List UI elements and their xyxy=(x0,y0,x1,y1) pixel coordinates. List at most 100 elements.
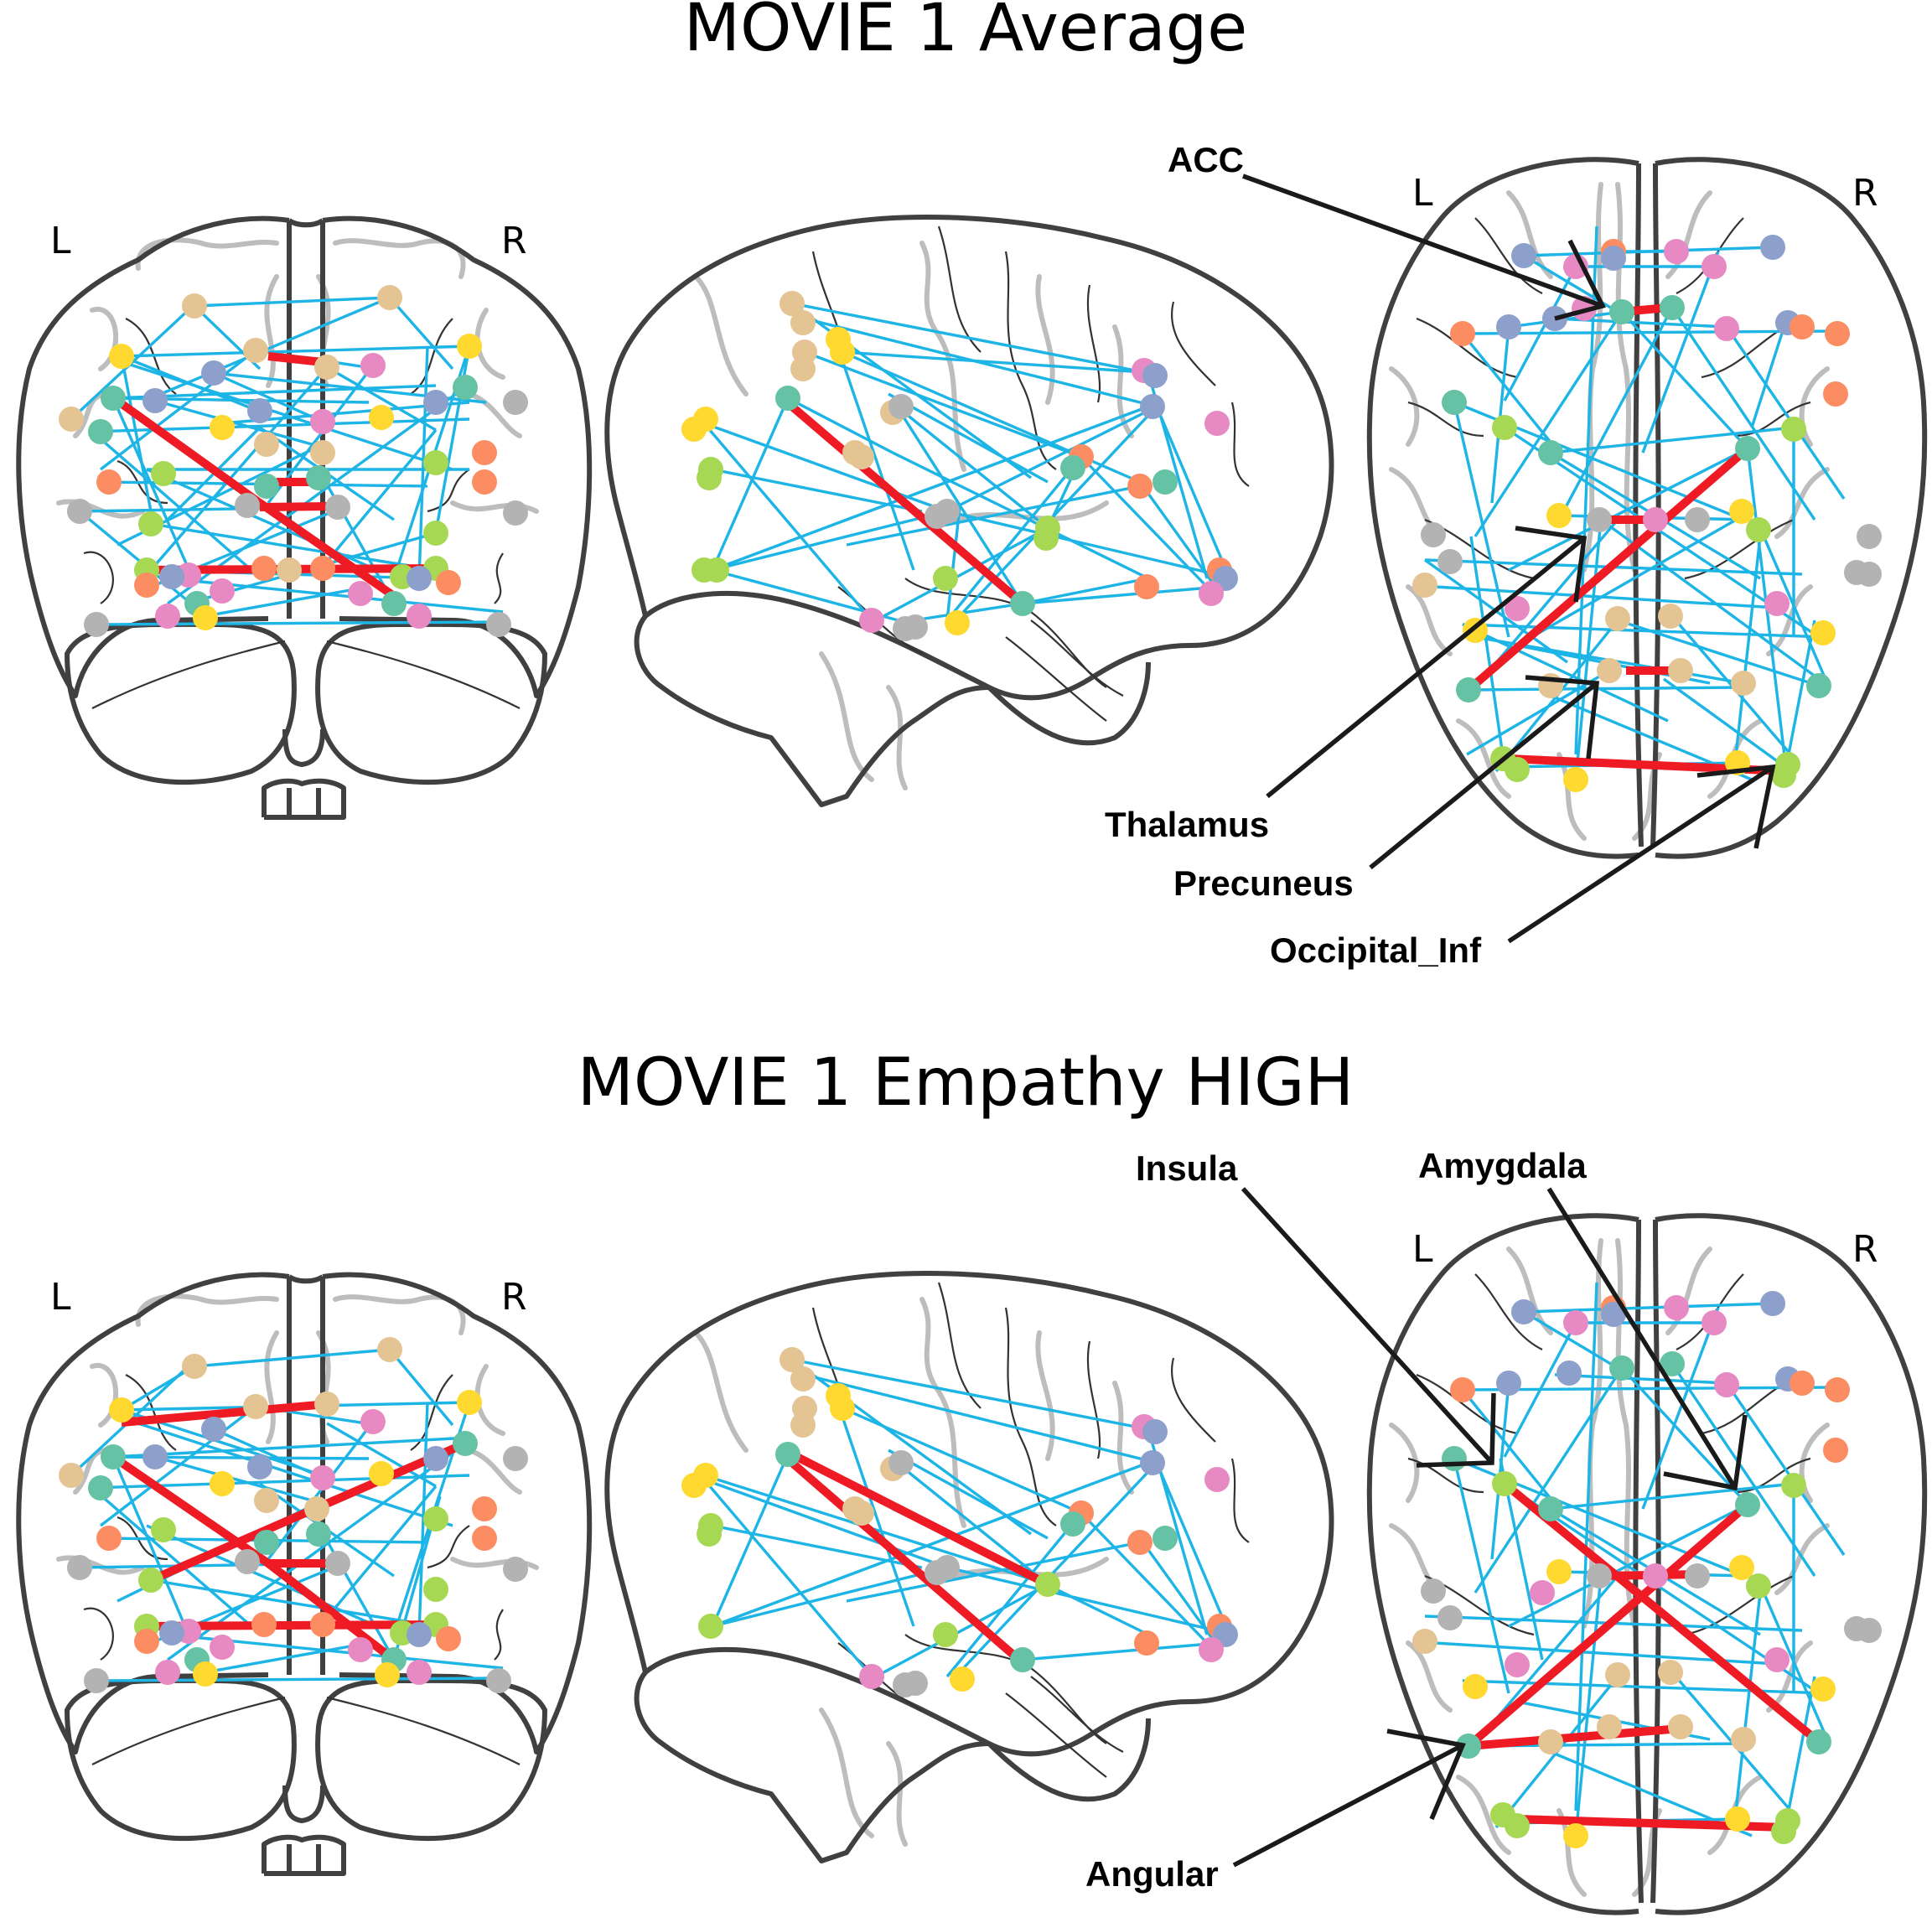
region-node xyxy=(472,469,497,495)
region-node xyxy=(67,499,92,524)
region-node xyxy=(1204,411,1230,436)
left-label: L xyxy=(50,1276,71,1319)
connection-edge xyxy=(1470,686,1744,692)
region-node xyxy=(1511,243,1536,268)
callout-pointer xyxy=(1416,1392,1496,1468)
region-node xyxy=(1060,1511,1085,1537)
region-node xyxy=(1033,526,1059,551)
region-node xyxy=(925,1560,950,1585)
region-node xyxy=(1601,1302,1626,1327)
connection-edge xyxy=(205,585,370,618)
region-node xyxy=(849,1500,874,1526)
region-node xyxy=(486,612,511,637)
connection-edge xyxy=(1617,619,1820,687)
region-node xyxy=(1492,415,1517,440)
connection-edge xyxy=(111,397,194,579)
connection-edge xyxy=(1462,623,1828,639)
region-node xyxy=(96,1526,122,1551)
region-node xyxy=(472,1526,497,1551)
region-node xyxy=(375,1662,400,1687)
connection-edge xyxy=(194,296,391,308)
region-node xyxy=(503,1446,528,1471)
connection-edge xyxy=(888,1449,1049,1540)
region-node xyxy=(1563,1310,1588,1335)
region-node xyxy=(423,390,448,415)
callouts: Insula Amygdala Angular xyxy=(1085,1146,1748,1894)
region-node xyxy=(243,1394,268,1419)
strong-connection-edge xyxy=(1501,1480,1822,1745)
region-node xyxy=(1597,1714,1622,1739)
axial-brain-outline xyxy=(1370,1215,1924,1912)
connection-edge xyxy=(417,1402,429,1635)
region-node xyxy=(1140,394,1165,419)
region-node xyxy=(826,1383,851,1408)
region-node xyxy=(109,1397,134,1423)
region-node xyxy=(101,386,126,411)
connection-edge xyxy=(150,296,391,400)
connection-edge xyxy=(1434,585,1778,609)
connection-edge xyxy=(112,1436,470,1459)
region-node xyxy=(503,1557,528,1582)
connection-edge xyxy=(417,345,429,579)
strong-connection-edge xyxy=(267,352,324,366)
region-node xyxy=(1781,1473,1806,1498)
connection-edge xyxy=(1725,326,1846,500)
connection-edge xyxy=(804,350,1082,459)
connection-edge xyxy=(1557,307,1674,521)
connection-edge xyxy=(1670,307,1816,521)
region-node xyxy=(277,557,302,583)
sagittal-edges xyxy=(702,1358,1230,1678)
connection-edge xyxy=(895,1461,1049,1586)
region-node xyxy=(1496,1371,1521,1396)
region-node xyxy=(1660,295,1685,320)
region-node xyxy=(423,521,448,546)
callout-pointer xyxy=(1507,764,1774,944)
connection-edge xyxy=(117,359,453,471)
callout-angular: Angular xyxy=(1085,1854,1219,1894)
connection-edge xyxy=(154,399,328,450)
region-node xyxy=(681,417,707,442)
connection-edge xyxy=(150,1578,437,1628)
region-node xyxy=(210,1635,235,1660)
connection-edge xyxy=(1469,536,1506,768)
region-node xyxy=(210,578,235,604)
connection-edge xyxy=(946,510,1216,576)
region-node xyxy=(159,564,184,589)
region-node xyxy=(138,1568,163,1593)
region-node xyxy=(254,1488,279,1513)
connection-edge xyxy=(1733,1592,1762,1820)
region-node xyxy=(486,1668,511,1693)
region-node xyxy=(436,570,461,595)
panel-title: MOVIE 1 Average xyxy=(684,0,1247,66)
connection-edge xyxy=(317,1525,396,1661)
region-node xyxy=(1609,299,1634,324)
region-node xyxy=(903,614,928,640)
region-node xyxy=(1664,1295,1689,1320)
connection-edge xyxy=(99,349,257,471)
region-node xyxy=(1152,1526,1178,1551)
region-node xyxy=(310,556,335,581)
region-node xyxy=(1760,1291,1785,1316)
connection-edge xyxy=(1554,1373,1727,1385)
region-node xyxy=(1605,1662,1630,1687)
connection-edge xyxy=(205,1641,370,1674)
region-node xyxy=(888,394,914,419)
connection-edge xyxy=(213,371,324,423)
connection-edge xyxy=(1155,406,1230,575)
connection-edge xyxy=(1725,1382,1846,1556)
region-node xyxy=(155,1660,180,1685)
region-node xyxy=(151,461,176,486)
connection-edge xyxy=(1508,447,1748,572)
region-node xyxy=(1857,562,1882,587)
region-node xyxy=(310,440,335,465)
panel-empathy-high: MOVIE 1 Empathy HIGH L R xyxy=(18,1045,1924,1913)
region-node xyxy=(1609,1355,1634,1381)
connection-edge xyxy=(945,506,961,621)
region-node xyxy=(903,1671,928,1696)
connection-edge xyxy=(1641,1307,1720,1510)
connection-edge xyxy=(1620,1366,1749,1506)
region-node xyxy=(1456,1734,1481,1759)
connection-edge xyxy=(121,1365,195,1412)
connection-edge xyxy=(213,1428,324,1480)
